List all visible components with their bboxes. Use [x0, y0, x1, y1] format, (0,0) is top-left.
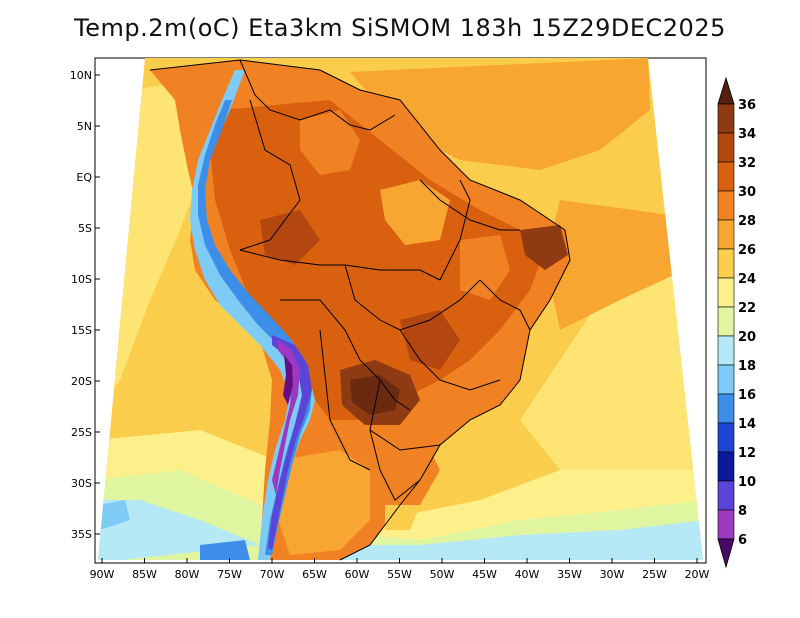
border-guianas	[239, 59, 396, 131]
colorbar-label: 22	[738, 301, 756, 316]
lon-tick-label: 65W	[302, 568, 327, 581]
colorbar-segment	[717, 422, 735, 453]
lon-tick-label: 40W	[515, 568, 540, 581]
lat-tick-label: 15S	[71, 324, 92, 337]
lon-tick-label: 70W	[260, 568, 285, 581]
lat-tick-label: 10S	[71, 273, 92, 286]
south-brazil-uruguay	[365, 430, 440, 530]
lon-tick-label: 90W	[90, 568, 115, 581]
lat-tick-label: 25S	[71, 426, 92, 439]
lon-tick-label: 60W	[345, 568, 370, 581]
lon-tick-label: 30W	[600, 568, 625, 581]
border-uruguay	[369, 429, 421, 501]
lon-tick-label: 35W	[557, 568, 582, 581]
colorbar-label: 6	[738, 533, 747, 548]
lat-tick-label: 5S	[78, 222, 92, 235]
lon-tick-label: 50W	[430, 568, 455, 581]
land-interior-hot	[210, 100, 545, 420]
colorbar-segment	[717, 248, 735, 279]
lat-tick-label: 5N	[77, 120, 92, 133]
cold-patch-w	[98, 500, 130, 530]
border-states-2	[439, 179, 471, 281]
lon-tick-label: 20W	[685, 568, 710, 581]
colorbar-label: 24	[738, 272, 756, 287]
colorbar-segment	[717, 480, 735, 511]
coastline-east	[149, 59, 571, 561]
border-paraguay	[369, 379, 441, 451]
colorbar-segment	[717, 451, 735, 482]
hot-core-west	[260, 210, 320, 265]
cold-patch-s	[200, 540, 250, 560]
map-title: Temp.2m(oC) Eta3km SiSMOM 183h 15Z29DEC2…	[74, 14, 726, 42]
colorbar-segment	[717, 364, 735, 395]
argentina-warm	[275, 450, 370, 555]
southern-blue-band-e	[330, 520, 703, 560]
border-states-5	[419, 179, 520, 231]
lat-tick-label: 20S	[71, 375, 92, 388]
central-cooler-patch	[380, 180, 450, 245]
border-states-4	[399, 329, 501, 391]
colorbar-segment	[717, 103, 735, 134]
colorbar-segment	[717, 393, 735, 424]
lat-axis: 10N 5N EQ 5S 10S 15S 20S 25S 30S 35S	[70, 69, 100, 541]
colorbar-label: 26	[738, 243, 756, 258]
colorbar-label: 16	[738, 388, 756, 403]
colorbar-segment	[717, 277, 735, 308]
colorbar-label: 8	[738, 504, 747, 519]
colorbar-top-arrow	[717, 76, 735, 105]
colorbar-label: 18	[738, 359, 756, 374]
colorbar-segment	[717, 190, 735, 221]
border-argentina	[319, 329, 371, 471]
colorbar-label: 10	[738, 475, 756, 490]
border-bolivia	[280, 299, 411, 411]
colorbar-segment	[717, 161, 735, 192]
atlantic-orange-e	[545, 200, 703, 330]
lon-tick-label: 75W	[217, 568, 242, 581]
colorbar-segment	[717, 509, 735, 540]
lon-tick-label: 25W	[642, 568, 667, 581]
andes-very-cold	[268, 335, 312, 550]
temperature-field	[98, 58, 703, 560]
colorbar-label: 30	[738, 185, 756, 200]
colorbar-segment	[717, 219, 735, 250]
colorbar-label: 28	[738, 214, 756, 229]
lon-axis: 90W 85W 80W 75W 70W 65W 60W 55W 50W 45W 40W 35W 30W 2…	[90, 558, 710, 581]
uruguay-coast-cool	[385, 505, 420, 530]
hottest-core-chaco	[350, 375, 400, 415]
lon-tick-label: 85W	[132, 568, 157, 581]
colorbar: 36 34 32 30 28 26 24 22 20 18 16 14 12 10 8 6	[717, 76, 756, 569]
lat-tick-label: EQ	[76, 171, 92, 184]
colorbar-label: 36	[738, 98, 756, 113]
colorbar-segment	[717, 335, 735, 366]
colorbar-label: 32	[738, 156, 756, 171]
colorbar-label: 14	[738, 417, 756, 432]
lat-tick-label: 10N	[70, 69, 92, 82]
andes-cold-strip	[198, 100, 312, 555]
border-colombia	[239, 99, 301, 251]
border-states-3	[479, 279, 531, 331]
altiplano-min	[283, 355, 293, 405]
colorbar-label: 34	[738, 127, 756, 142]
country-borders	[149, 59, 571, 561]
lon-tick-label: 55W	[387, 568, 412, 581]
andes-coldest	[272, 340, 300, 495]
amazon-cooler-patch	[300, 110, 360, 175]
colorbar-segment	[717, 306, 735, 337]
northeast-patch	[460, 235, 510, 300]
colorbar-label: 20	[738, 330, 756, 345]
colorbar-segment	[717, 132, 735, 163]
lat-tick-label: 35S	[71, 528, 92, 541]
lon-tick-label: 80W	[175, 568, 200, 581]
hot-core-ne	[520, 225, 568, 270]
atlantic-cool-band	[520, 260, 703, 470]
colorbar-label: 12	[738, 446, 756, 461]
colorbar-bottom-arrow	[717, 538, 735, 569]
lat-tick-label: 30S	[71, 477, 92, 490]
lon-tick-label: 45W	[472, 568, 497, 581]
